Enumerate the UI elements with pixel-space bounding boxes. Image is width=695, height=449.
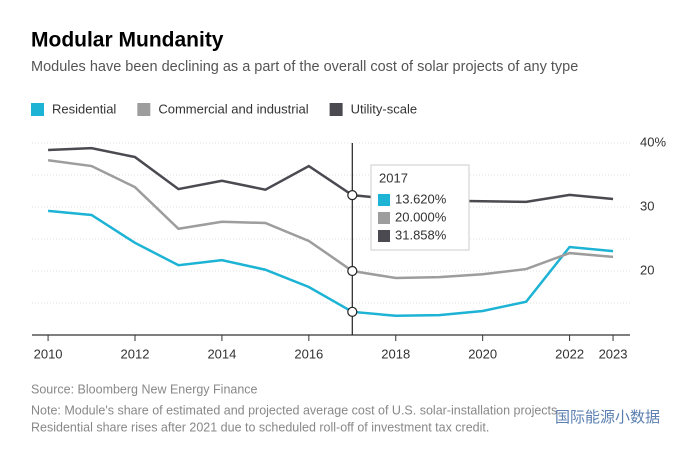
x-tick-label: 2014 — [207, 346, 236, 361]
y-tick-label: 20 — [640, 262, 654, 277]
legend-label: Utility-scale — [351, 101, 417, 116]
x-tick-label: 2022 — [555, 346, 584, 361]
chart-title: Modular Mundanity — [31, 29, 224, 52]
source: Source: Bloomberg New Energy Finance — [31, 382, 258, 396]
tooltip-value: 20.000% — [395, 209, 447, 224]
legend-swatch — [329, 103, 343, 116]
hover-point — [347, 306, 358, 317]
hover-point — [347, 190, 358, 201]
legend-label: Commercial and industrial — [158, 101, 308, 116]
tooltip-swatch — [378, 230, 390, 242]
x-tick-label: 2020 — [468, 346, 497, 361]
tooltip-title: 2017 — [379, 170, 408, 185]
legend-label: Residential — [52, 101, 116, 116]
legend-swatch — [31, 103, 44, 116]
watermark: 国际能源小数据 — [555, 409, 660, 426]
y-tick-label: 40% — [640, 134, 666, 149]
tooltip-swatch — [378, 212, 390, 224]
chart-subtitle: Modules have been declining as a part of… — [31, 59, 578, 75]
note-line: Residential share rises after 2021 due t… — [31, 420, 489, 434]
series-line — [47, 159, 614, 280]
legend-swatch — [137, 103, 151, 116]
x-tick-label: 2018 — [381, 346, 410, 361]
y-tick-label: 30 — [640, 198, 654, 213]
x-tick-label: 2010 — [34, 346, 63, 361]
tooltip-value: 13.620% — [395, 191, 447, 206]
tooltip-value: 31.858% — [395, 227, 447, 242]
x-tick-label: 2012 — [121, 346, 150, 361]
series-line — [47, 209, 614, 318]
series-line — [48, 146, 614, 204]
x-tick-label: 2023 — [599, 346, 628, 361]
note-line: Note: Module's share of estimated and pr… — [31, 403, 561, 417]
hover-point — [347, 265, 358, 277]
tooltip-swatch — [378, 194, 390, 206]
x-tick-label: 2016 — [294, 346, 323, 361]
